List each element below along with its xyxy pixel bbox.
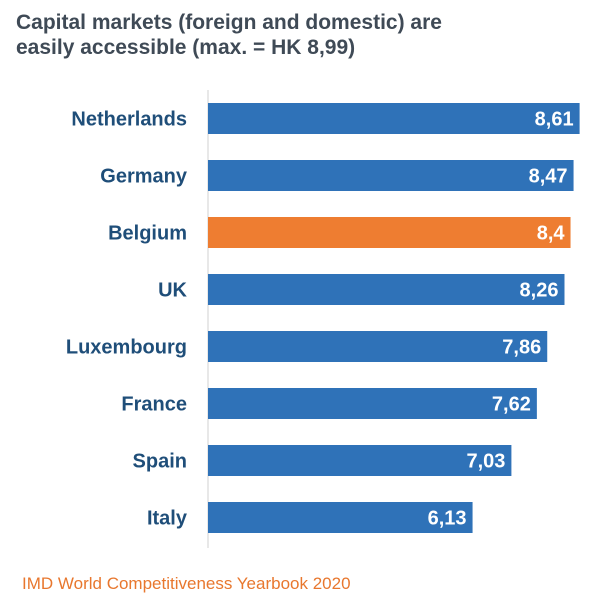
source-note: IMD World Competitiveness Yearbook 2020 [22, 574, 351, 593]
value-label: 8,47 [529, 166, 568, 188]
value-label: 6,13 [428, 508, 467, 530]
category-label: Luxembourg [66, 337, 187, 359]
category-label: Italy [147, 508, 188, 530]
chart-title-line-2: easily accessible (max. = HK 8,99) [16, 36, 356, 59]
category-label: France [121, 394, 187, 416]
value-label: 8,4 [537, 223, 566, 245]
bar-france [208, 388, 537, 419]
bar-belgium [208, 217, 571, 248]
value-label: 8,26 [520, 280, 559, 302]
bar-spain [208, 445, 512, 476]
bar-luxembourg [208, 331, 548, 362]
value-label: 8,61 [535, 109, 574, 131]
bar-italy [208, 502, 473, 533]
category-label: Belgium [108, 223, 187, 245]
category-label: Germany [100, 166, 188, 188]
category-label: Spain [133, 451, 187, 473]
value-label: 7,03 [466, 451, 505, 473]
value-label: 7,62 [492, 394, 531, 416]
bar-netherlands [208, 103, 580, 134]
category-label: UK [158, 280, 187, 302]
bar-uk [208, 274, 565, 305]
bar-germany [208, 160, 574, 191]
chart-title: Capital markets (foreign and domestic) a… [16, 10, 596, 60]
category-label: Netherlands [71, 109, 187, 131]
value-label: 7,86 [502, 337, 541, 359]
chart-title-line-1: Capital markets (foreign and domestic) a… [16, 11, 442, 34]
